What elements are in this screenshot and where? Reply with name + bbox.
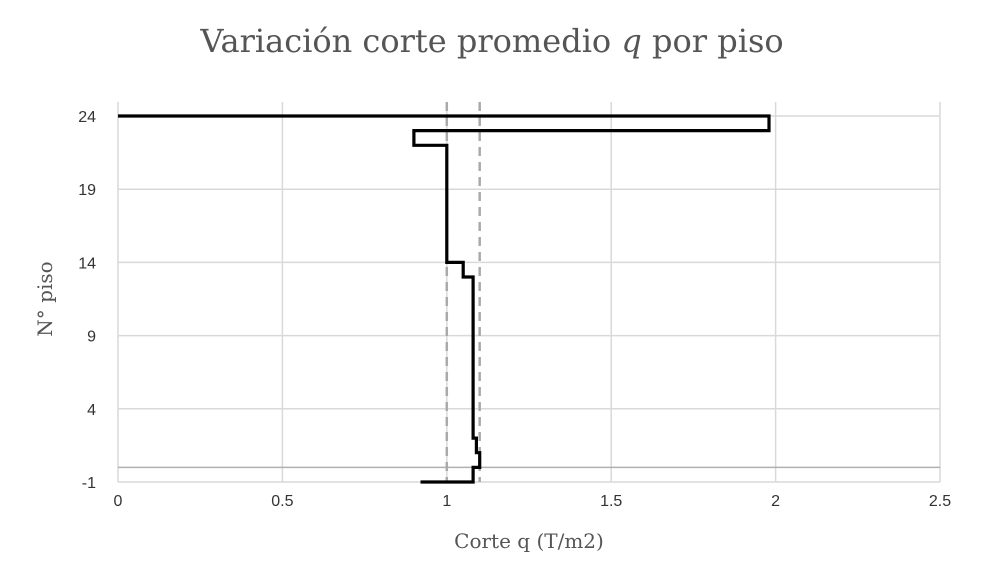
y-axis-title: N° piso bbox=[33, 261, 57, 336]
x-tick-labels: 0 0.5 1 1.5 2 2.5 bbox=[114, 493, 952, 510]
reference-lines bbox=[445, 102, 481, 482]
y-tick-label: 9 bbox=[87, 329, 96, 346]
x-tick-label: 1 bbox=[442, 493, 451, 510]
x-tick-label: 1.5 bbox=[600, 493, 622, 510]
y-tick-label: 4 bbox=[87, 402, 96, 419]
series-layer bbox=[118, 114, 771, 484]
chart-title-suffix: por piso bbox=[641, 22, 784, 60]
x-tick-label: 0 bbox=[114, 493, 123, 510]
chart-title-prefix: Variación corte promedio bbox=[200, 22, 622, 60]
x-axis-title: Corte q (T/m2) bbox=[454, 529, 604, 553]
y-tick-labels: -1 4 9 14 19 24 bbox=[78, 109, 96, 492]
x-tick-label: 2.5 bbox=[929, 493, 951, 510]
y-tick-label: 19 bbox=[78, 182, 96, 199]
y-tick-label: 14 bbox=[78, 255, 96, 272]
chart-title-variable: q bbox=[621, 22, 642, 60]
grid-lines bbox=[117, 102, 941, 483]
x-tick-label: 0.5 bbox=[271, 493, 293, 510]
y-tick-label: -1 bbox=[82, 475, 96, 492]
chart-title: Variación corte promedio q por piso bbox=[0, 22, 984, 60]
x-tick-label: 2 bbox=[771, 493, 780, 510]
y-tick-label: 24 bbox=[78, 109, 96, 126]
series-line bbox=[118, 114, 771, 484]
